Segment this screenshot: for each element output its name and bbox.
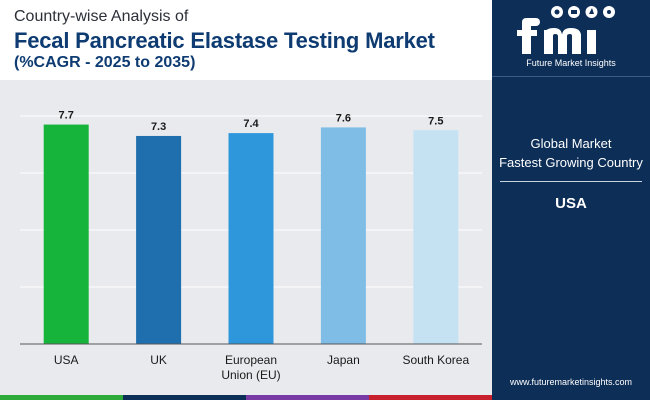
stripe-green: [0, 395, 123, 400]
sidebar: Future Market Insights Global Market Fas…: [492, 0, 650, 400]
bar: [136, 135, 182, 344]
bar: [413, 130, 459, 344]
x-tick-label: South Korea: [402, 353, 469, 367]
data-label: 7.3: [151, 121, 166, 133]
x-tick-label: UK: [150, 353, 167, 367]
sidebar-rule: [500, 181, 642, 182]
stripe-navy: [123, 395, 246, 400]
bar: [320, 127, 366, 345]
chart-panel: 7.7 USA 7.3 UK 7.4 European Union (EU) 7.6 Japan…: [0, 80, 492, 395]
x-tick-label: Japan: [327, 353, 360, 367]
data-label: 7.5: [428, 115, 443, 127]
chart-title-line2: Fecal Pancreatic Elastase Testing Market: [14, 28, 435, 53]
website-url[interactable]: www.futuremarketinsights.com: [509, 377, 633, 387]
chart-header: Country-wise Analysis of Fecal Pancreati…: [0, 0, 492, 80]
data-label: 7.6: [336, 112, 351, 124]
sidebar-divider: [492, 76, 650, 77]
x-tick-label: USA: [54, 353, 79, 367]
bar: [228, 133, 274, 344]
x-tick-label: European Union (EU): [221, 353, 280, 382]
fmi-logo-mark: [517, 6, 615, 54]
bottom-color-stripe: [0, 395, 492, 400]
stripe-purple: [246, 395, 369, 400]
stripe-red: [369, 395, 492, 400]
data-label: 7.7: [59, 110, 74, 122]
fastest-growing-label: Fastest Growing Country: [499, 155, 643, 170]
chart-subtitle: (%CAGR - 2025 to 2035): [14, 54, 196, 71]
bar-chart: 7.7 USA 7.3 UK 7.4 European Union (EU) 7.6 Japan…: [20, 110, 482, 382]
chart-title-line1: Country-wise Analysis of: [14, 8, 189, 25]
global-market-label: Global Market: [530, 136, 612, 151]
fmi-logo: Future Market Insights: [492, 0, 650, 76]
bar: [43, 124, 89, 344]
fastest-growing-country: USA: [555, 195, 587, 212]
data-label: 7.4: [243, 118, 259, 130]
logo-text: Future Market Insights: [526, 58, 616, 68]
